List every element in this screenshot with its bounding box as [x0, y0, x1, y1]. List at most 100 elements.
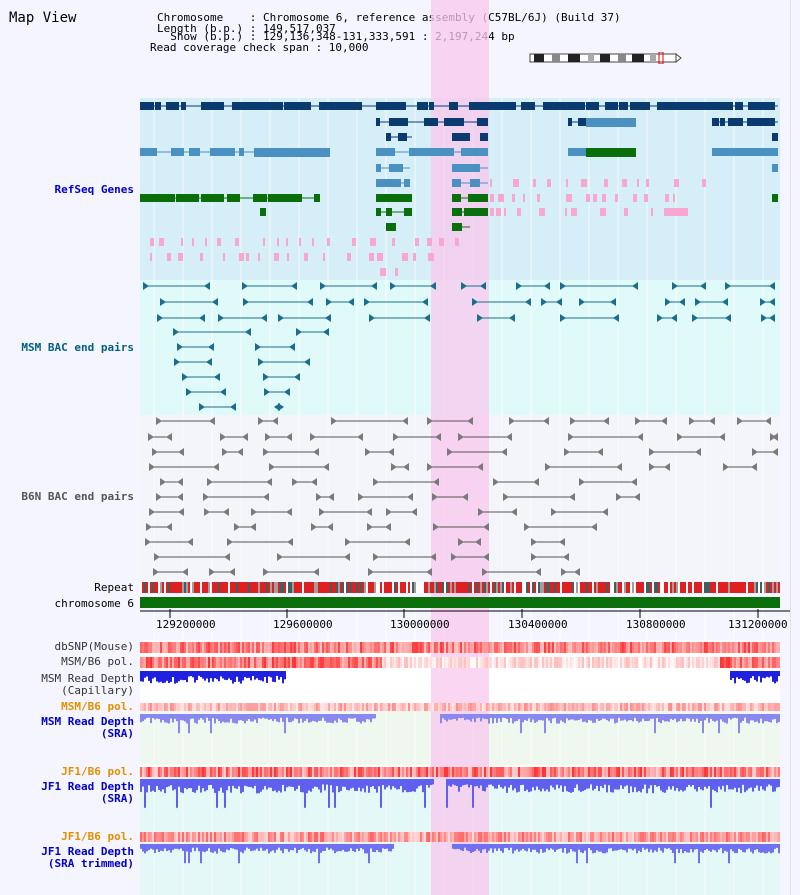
heat-cell	[166, 832, 168, 842]
track-label-dbsnp[interactable]: dbSNP(Mouse)	[54, 640, 134, 653]
depth-bar	[218, 844, 220, 849]
heat-cell	[602, 657, 604, 668]
depth-bar	[648, 844, 650, 853]
track-label-jf1-read-depth-trim[interactable]: JF1 Read Depth	[41, 845, 134, 858]
bac-end-marker	[220, 433, 226, 441]
track-label-msm-bac[interactable]: MSM BAC end pairs	[21, 341, 134, 354]
heat-cell	[648, 657, 650, 668]
heat-cell	[662, 703, 664, 711]
heat-cell	[754, 767, 756, 777]
heat-cell	[360, 703, 362, 711]
bac-end-marker	[385, 523, 391, 531]
gene-exon	[376, 208, 381, 216]
heat-cell	[418, 642, 420, 653]
depth-bar	[146, 671, 148, 677]
heat-cell	[354, 703, 356, 711]
heat-cell	[596, 832, 598, 842]
repeat-element	[154, 582, 156, 593]
depth-bar	[182, 779, 184, 794]
heat-cell	[194, 703, 196, 711]
heat-cell	[520, 767, 522, 777]
depth-bar	[618, 844, 620, 850]
heat-cell	[484, 767, 486, 777]
depth-bar	[384, 844, 386, 850]
repeat-element	[694, 582, 696, 593]
heat-cell	[262, 642, 264, 653]
heat-cell	[552, 767, 554, 777]
depth-bar	[356, 714, 358, 722]
gene-exon-pink	[192, 238, 194, 246]
heat-cell	[700, 832, 702, 842]
depth-bar	[176, 671, 178, 683]
heat-cell	[362, 832, 364, 842]
depth-bar	[392, 779, 394, 787]
track-label-msm-read-depth-sra[interactable]: MSM Read Depth	[41, 715, 134, 728]
depth-bar	[466, 714, 468, 720]
bac-end-marker	[366, 508, 372, 516]
heat-cell	[376, 767, 378, 777]
repeat-element	[528, 582, 530, 593]
depth-bar	[232, 779, 234, 786]
repeat-element	[214, 582, 216, 593]
heat-cell	[606, 767, 608, 777]
heat-cell	[200, 642, 202, 653]
gene-exon-pink	[664, 208, 686, 216]
track-label-refseq[interactable]: RefSeq Genes	[54, 183, 134, 196]
gene-exon	[657, 102, 679, 110]
chromosome-ideogram-icon[interactable]	[528, 52, 684, 64]
heat-cell	[644, 703, 646, 711]
heat-cell	[766, 703, 768, 711]
heat-cell	[748, 703, 750, 711]
track-label-jf1-b6-pol-2[interactable]: JF1/B6 pol.	[61, 830, 134, 843]
heat-cell	[206, 767, 208, 777]
heat-cell	[216, 832, 218, 842]
depth-bar	[642, 779, 644, 789]
track-label-jf1-b6-pol[interactable]: JF1/B6 pol.	[61, 765, 134, 778]
depth-bar	[366, 779, 368, 786]
depth-bar	[378, 779, 380, 787]
depth-bar	[732, 714, 734, 719]
repeat-element	[376, 582, 378, 593]
heat-cell	[260, 657, 262, 668]
heat-cell	[502, 703, 504, 711]
heat-cell	[248, 832, 250, 842]
bac-end-marker	[531, 538, 537, 546]
track-label-b6n-bac[interactable]: B6N BAC end pairs	[21, 490, 134, 503]
track-label-msm-b6-pol[interactable]: MSM/B6 pol.	[61, 655, 134, 668]
heat-cell	[688, 767, 690, 777]
track-label-msm-read-depth-cap[interactable]: MSM Read Depth	[41, 672, 134, 685]
heat-cell	[198, 657, 200, 668]
heat-cell	[490, 767, 492, 777]
gene-exon	[586, 102, 599, 110]
gene-exon	[376, 148, 391, 156]
heat-cell	[644, 657, 646, 668]
heat-cell	[724, 642, 726, 653]
track-label-jf1-read-depth-sra[interactable]: JF1 Read Depth	[41, 780, 134, 793]
heat-cell	[772, 832, 774, 842]
heat-cell	[470, 832, 472, 842]
heat-cell	[424, 703, 426, 711]
repeat-element	[714, 582, 716, 593]
depth-bar	[684, 779, 686, 791]
heat-cell	[620, 657, 622, 668]
gene-exon-pink	[513, 179, 519, 187]
depth-bar	[206, 671, 208, 679]
bac-end-marker	[467, 417, 473, 425]
heat-cell	[520, 642, 522, 653]
depth-bar	[324, 714, 326, 721]
depth-bar	[252, 779, 254, 789]
heat-cell	[636, 703, 638, 711]
track-label-msm-b6-pol-2[interactable]: MSM/B6 pol.	[61, 700, 134, 713]
repeat-element	[156, 582, 158, 593]
depth-bar	[298, 714, 300, 724]
heat-cell	[704, 642, 706, 653]
heat-cell	[160, 642, 162, 653]
heat-cell	[368, 767, 370, 777]
heat-cell	[760, 832, 762, 842]
heat-cell	[472, 642, 474, 653]
heat-cell	[652, 642, 654, 653]
depth-bar	[202, 714, 204, 720]
heat-cell	[588, 832, 590, 842]
heat-cell	[170, 832, 172, 842]
